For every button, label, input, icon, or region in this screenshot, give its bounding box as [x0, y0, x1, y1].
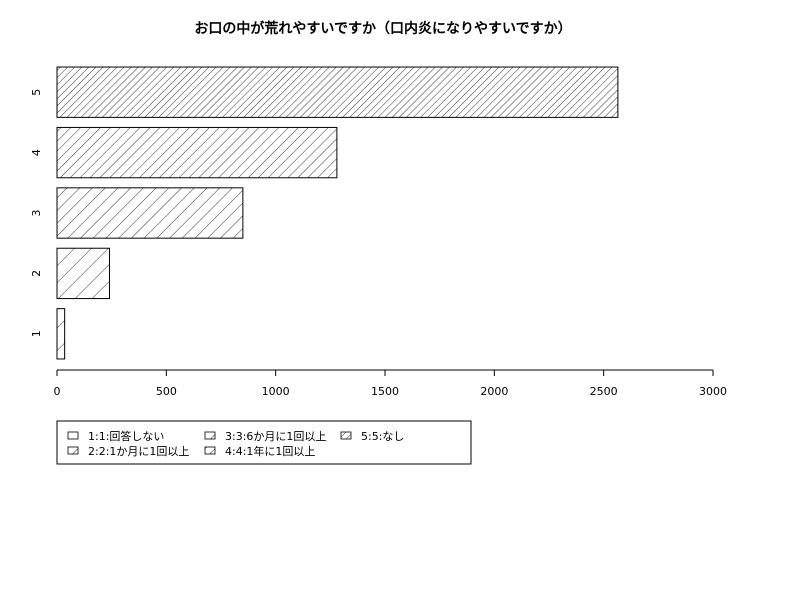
bar-5: [56, 66, 619, 118]
bar-1: [56, 308, 66, 360]
y-axis: 1 2 3 4 5: [30, 89, 43, 338]
legend-swatch: [67, 446, 79, 455]
x-tick-label: 0: [54, 385, 61, 398]
x-tick-label: 1000: [262, 385, 290, 398]
x-tick-label: 500: [156, 385, 177, 398]
bar-2: [56, 247, 110, 300]
legend-swatch: [204, 431, 216, 440]
x-tick-label: 2500: [590, 385, 618, 398]
legend-swatch: [67, 431, 79, 440]
legend-label: 4:4:1年に1回以上: [225, 444, 315, 458]
y-tick-label: 5: [30, 89, 43, 96]
y-tick-label: 2: [30, 270, 43, 277]
legend-swatch: [340, 431, 352, 440]
x-tick-label: 1500: [371, 385, 399, 398]
bar-3: [56, 187, 244, 239]
y-tick-label: 1: [30, 330, 43, 337]
legend-swatch: [204, 446, 216, 455]
x-tick-label: 3000: [699, 385, 727, 398]
legend-box: [56, 420, 472, 465]
chart-title: お口の中が荒れやすいですか（口内炎になりやすいですか）: [194, 20, 571, 37]
bars-layer: [56, 66, 619, 360]
x-tick-label: 2000: [480, 385, 508, 398]
legend: 1:1:回答しない 2:2:1か月に1回以上 3:3:6か月に1回以上4:4:1年に…: [56, 420, 472, 465]
legend-label: 3:3:6か月に1回以上: [225, 430, 326, 443]
legend-label: 5:5:なし: [361, 430, 404, 443]
x-axis: 0 500 1000 1500 2000 2500 3000: [54, 369, 727, 398]
bar-4: [56, 126, 338, 179]
legend-label: 1:1:回答しない: [88, 429, 164, 443]
y-tick-label: 3: [30, 210, 43, 217]
y-tick-label: 4: [30, 149, 43, 156]
legend-label: 2:2:1か月に1回以上: [88, 445, 189, 458]
